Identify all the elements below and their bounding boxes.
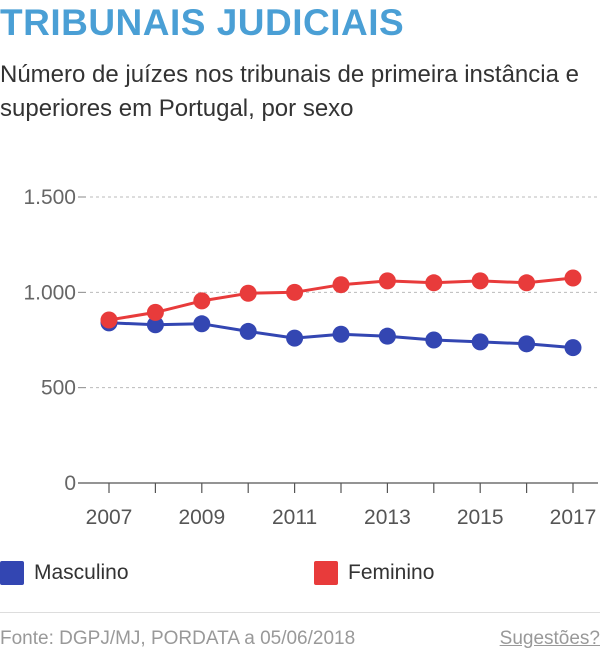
data-point-masculino [193,315,211,333]
x-tick-label: 2011 [272,506,317,529]
series-layer [100,269,582,357]
data-point-feminino [564,269,582,287]
data-point-masculino [146,316,164,334]
legend-swatch-masculino [0,561,24,585]
chart-title: TRIBUNAIS JUDICIAIS [0,2,405,43]
data-point-feminino [286,283,304,301]
x-tick-label: 2009 [178,506,225,529]
x-tick-label: 2007 [86,506,133,529]
data-point-masculino [425,331,443,349]
y-tick-label: 1.500 [23,186,76,209]
legend-item-masculino: Masculino [0,558,129,588]
legend-label-feminino: Feminino [348,561,435,584]
suggestions-link[interactable]: Sugestões? [499,628,600,649]
data-point-masculino [378,327,396,345]
legend-item-feminino: Feminino [314,558,434,588]
footer-divider [0,612,600,613]
data-point-feminino [518,274,536,292]
data-point-masculino [239,322,257,340]
grid-lines: 0 500 1.000 1.500 [23,186,598,495]
x-tick-label: 2017 [550,506,597,529]
data-point-feminino [471,272,489,290]
data-point-masculino [332,325,350,343]
data-point-feminino [193,292,211,310]
data-point-feminino [239,284,257,302]
series-masculino [100,314,582,357]
x-axis: 2007 2009 2011 2013 2015 2017 [86,483,597,529]
x-tick-label: 2013 [364,506,411,529]
chart-subtitle: Número de juízes nos tribunais de primei… [0,61,579,122]
data-point-masculino [471,333,489,351]
data-point-feminino [425,274,443,292]
x-tick-label: 2015 [457,506,504,529]
line-chart: 0 500 1.000 1.500 2007 2009 2011 2013 2015 2017 [23,186,598,529]
y-tick-label: 0 [64,472,76,495]
data-point-masculino [564,339,582,357]
y-tick-label: 1.000 [23,281,76,304]
data-point-masculino [518,335,536,353]
data-point-feminino [332,276,350,294]
data-point-feminino [100,311,118,329]
data-point-masculino [286,329,304,347]
legend-swatch-feminino [314,561,338,585]
y-tick-label: 500 [41,377,76,400]
data-point-feminino [146,303,164,321]
source-note: Fonte: DGPJ/MJ, PORDATA a 05/06/2018 [0,628,356,649]
data-point-feminino [378,272,396,290]
series-feminino [100,269,582,329]
legend-label-masculino: Masculino [34,561,129,584]
